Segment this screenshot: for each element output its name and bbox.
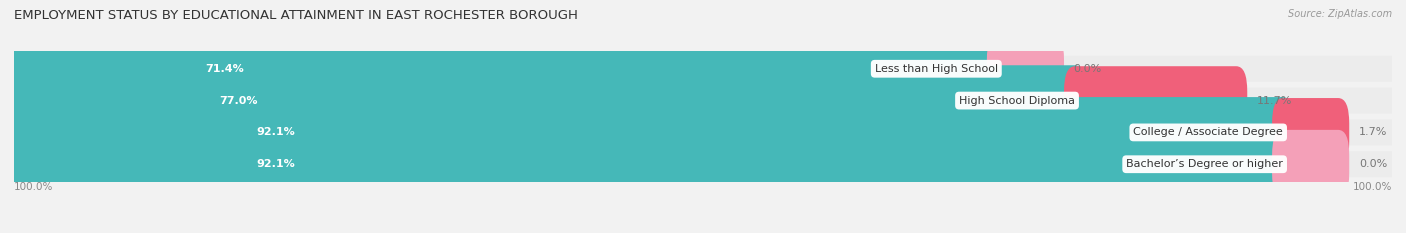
Text: EMPLOYMENT STATUS BY EDUCATIONAL ATTAINMENT IN EAST ROCHESTER BOROUGH: EMPLOYMENT STATUS BY EDUCATIONAL ATTAINM…	[14, 9, 578, 22]
Text: Source: ZipAtlas.com: Source: ZipAtlas.com	[1288, 9, 1392, 19]
Text: 1.7%: 1.7%	[1358, 127, 1388, 137]
Text: 0.0%: 0.0%	[1358, 159, 1388, 169]
Text: Less than High School: Less than High School	[875, 64, 998, 74]
FancyBboxPatch shape	[3, 65, 1085, 136]
Text: 100.0%: 100.0%	[1353, 182, 1392, 192]
Text: Bachelor’s Degree or higher: Bachelor’s Degree or higher	[1126, 159, 1284, 169]
Text: 77.0%: 77.0%	[219, 96, 257, 106]
FancyBboxPatch shape	[1272, 130, 1350, 199]
FancyBboxPatch shape	[3, 129, 1294, 199]
Text: 11.7%: 11.7%	[1257, 96, 1292, 106]
FancyBboxPatch shape	[987, 34, 1064, 103]
FancyBboxPatch shape	[1272, 98, 1350, 167]
Text: 92.1%: 92.1%	[256, 127, 295, 137]
Text: High School Diploma: High School Diploma	[959, 96, 1076, 106]
FancyBboxPatch shape	[14, 119, 1392, 145]
Text: 71.4%: 71.4%	[205, 64, 243, 74]
Text: 92.1%: 92.1%	[256, 159, 295, 169]
FancyBboxPatch shape	[3, 97, 1294, 168]
Text: 100.0%: 100.0%	[14, 182, 53, 192]
FancyBboxPatch shape	[3, 34, 1010, 104]
Text: 0.0%: 0.0%	[1074, 64, 1102, 74]
FancyBboxPatch shape	[14, 88, 1392, 114]
Text: College / Associate Degree: College / Associate Degree	[1133, 127, 1284, 137]
FancyBboxPatch shape	[14, 56, 1392, 82]
FancyBboxPatch shape	[14, 151, 1392, 177]
FancyBboxPatch shape	[1064, 66, 1247, 135]
